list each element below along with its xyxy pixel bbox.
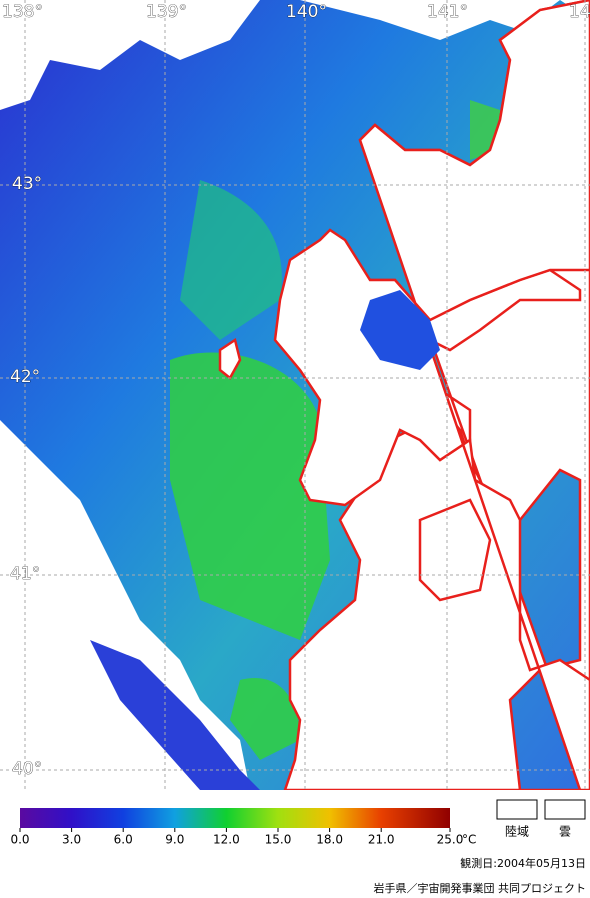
bay-water [360,290,440,370]
latitude-label: 40° [12,759,42,779]
colorbar-tick-label: 18.0 [316,833,343,847]
latitude-label: 42° [10,367,40,387]
sea-warm [170,352,330,640]
colorbar-unit: °C [462,833,476,847]
legend-swatch [496,799,538,820]
legend-label: 陸域 [505,825,529,839]
sea-warm [230,678,300,760]
legend-label: 雲 [559,825,571,839]
cloud [0,0,260,110]
observation-date: 観測日:2004年05月13日 [460,856,586,870]
cloud [300,0,590,40]
map: 138° 139° 140° 141° 14 43° 42° 41° 40° [0,0,590,790]
colorbar-tick-label: 25.0 [437,833,464,847]
longitude-label: 140° [286,2,327,22]
credit: 岩手県／宇宙開発事業団 共同プロジェクト [374,881,587,895]
colorbar-tick-label: 15.0 [265,833,292,847]
longitude-label: 138° [2,2,43,22]
land [418,498,492,602]
colorbar-tick-label: 0.0 [10,833,29,847]
legend-swatch [544,799,586,820]
colorbar-tick-label: 12.0 [213,833,240,847]
graticule [0,0,590,790]
colorbar-tick-label: 3.0 [62,833,81,847]
land [273,0,590,790]
cloud [0,500,250,790]
colorbar-tick-label: 21.0 [368,833,395,847]
longitude-label: 141° [427,2,468,22]
colorbar-tick-label: 6.0 [114,833,133,847]
longitude-label: 14 [569,2,590,22]
longitude-label: 139° [146,2,187,22]
latitude-label: 43° [12,174,42,194]
sea-warm [180,180,282,340]
sea-edge [90,640,260,790]
colorbar [20,808,450,828]
latitude-label: 41° [10,564,40,584]
island [218,337,242,380]
colorbar-tick-label: 9.0 [165,833,184,847]
